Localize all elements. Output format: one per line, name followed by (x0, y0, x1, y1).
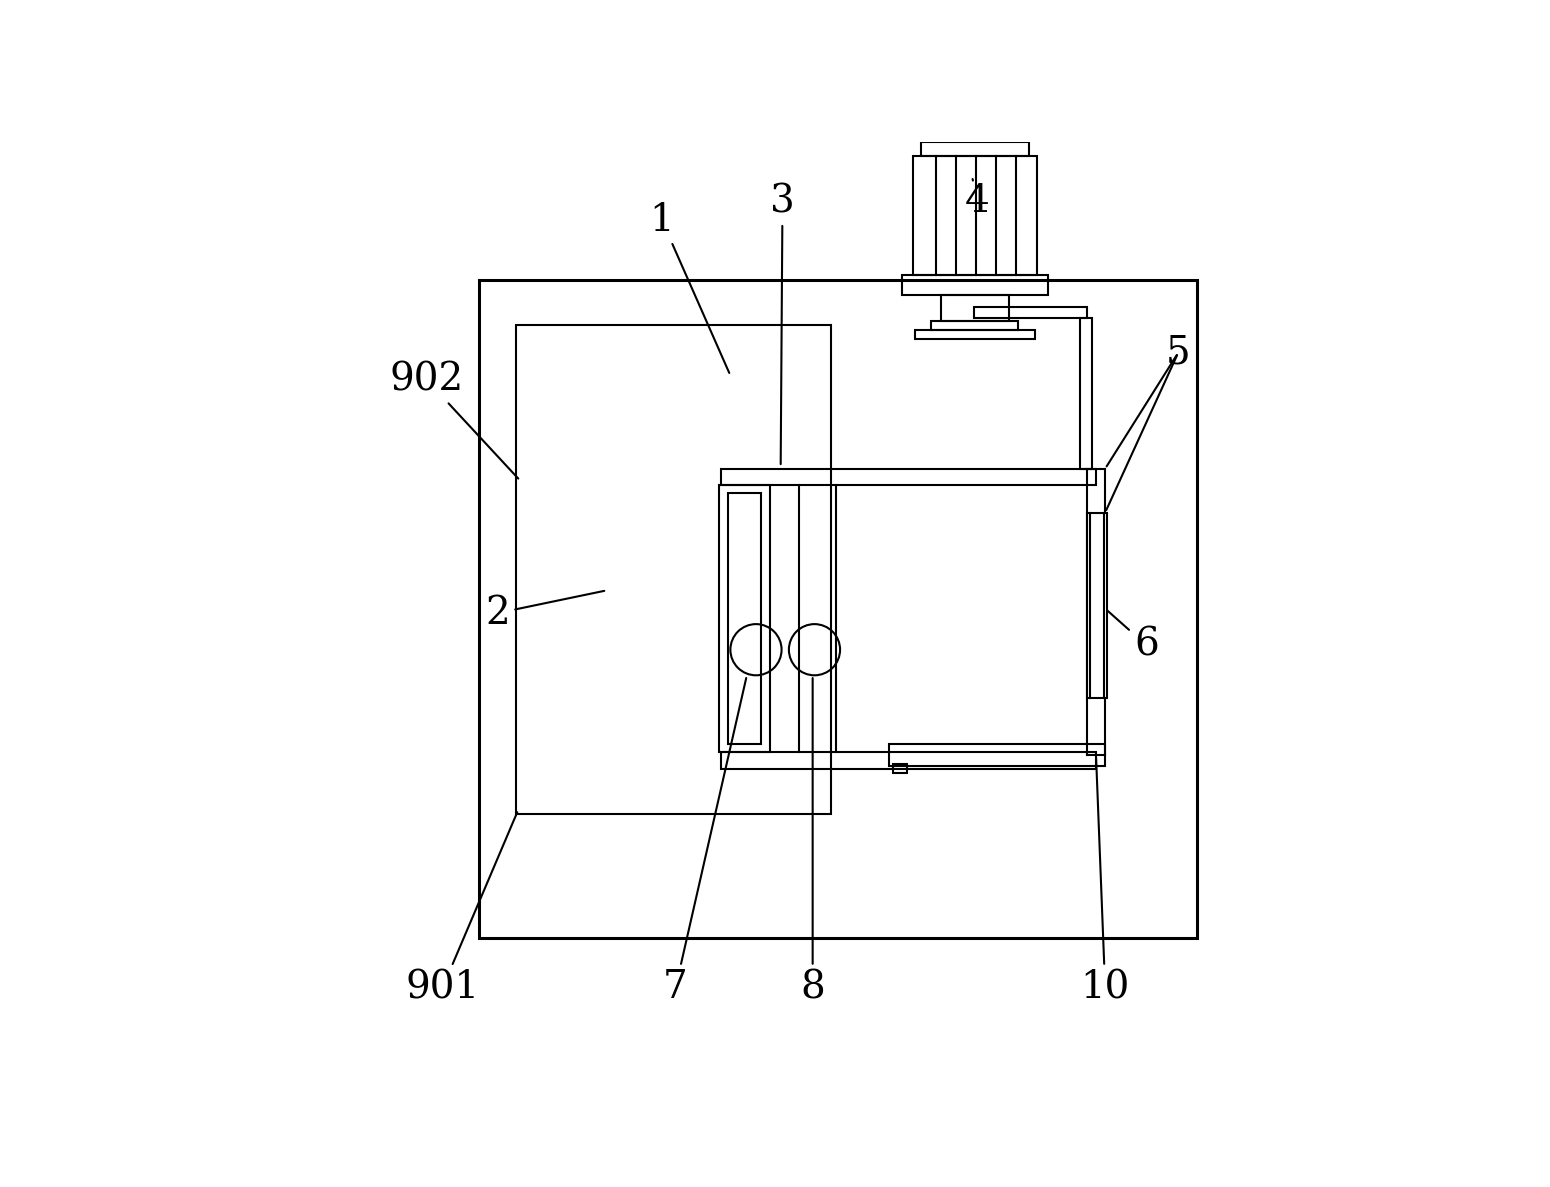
Text: 5: 5 (1166, 335, 1190, 372)
Bar (721, 753, 1096, 768)
Bar (727, 494, 761, 744)
Bar (1087, 513, 1107, 698)
Bar (921, 142, 1029, 157)
Bar (721, 469, 1096, 485)
Bar (913, 157, 1037, 275)
Bar (1079, 318, 1093, 469)
Text: 10: 10 (1080, 757, 1130, 1007)
Bar (479, 280, 1197, 938)
Bar (941, 296, 1009, 320)
Bar (932, 320, 1018, 330)
Text: 6: 6 (1107, 610, 1159, 664)
Text: 901: 901 (406, 812, 518, 1007)
Text: 902: 902 (391, 362, 518, 478)
Bar (975, 307, 1087, 318)
Text: 1: 1 (649, 202, 728, 373)
Text: 2: 2 (485, 591, 604, 631)
Bar (516, 325, 831, 814)
Bar (893, 764, 907, 773)
Text: 3: 3 (770, 183, 795, 464)
Bar (719, 485, 770, 753)
Text: 8: 8 (800, 678, 825, 1007)
Text: 4: 4 (964, 179, 989, 221)
Text: 7: 7 (663, 678, 746, 1007)
Bar (888, 744, 1105, 766)
Bar (914, 330, 1035, 339)
Bar (902, 275, 1048, 296)
